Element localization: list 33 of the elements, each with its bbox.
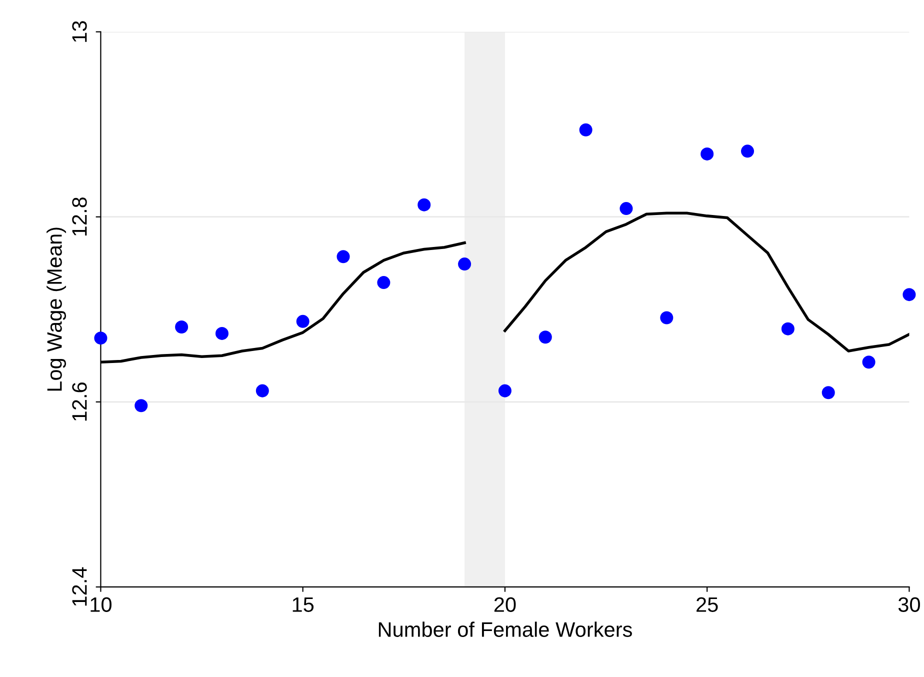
y-tick-label: 12.4: [72, 567, 87, 606]
point: [620, 202, 633, 216]
y-axis-title: Log Wage (Mean): [46, 228, 66, 391]
point: [498, 384, 512, 398]
x-tick-label: 30: [898, 597, 920, 612]
x-axis-title: Number of Female Workers: [378, 622, 632, 637]
point: [134, 399, 148, 412]
point: [660, 311, 674, 324]
x-tick-label: 20: [494, 597, 516, 612]
line-series: [504, 212, 910, 352]
point: [418, 198, 431, 212]
point: [256, 384, 269, 398]
point: [296, 314, 310, 328]
y-tick-label: 13: [72, 21, 87, 42]
point: [700, 147, 714, 160]
point: [781, 322, 794, 336]
y-tick-label: 12.6: [72, 382, 87, 421]
point: [377, 276, 390, 290]
point: [579, 123, 592, 136]
y-tick-label: 12.8: [72, 197, 87, 236]
point: [94, 332, 108, 345]
x-tick-label: 15: [292, 597, 314, 612]
point: [538, 330, 552, 344]
point: [822, 386, 835, 400]
point: [336, 250, 350, 264]
point: [458, 258, 472, 271]
point: [902, 288, 916, 302]
point: [862, 356, 876, 369]
x-tick-label: 25: [696, 597, 718, 612]
point: [741, 144, 754, 158]
x-tick-label: 10: [90, 597, 112, 612]
point: [175, 320, 188, 334]
point: [215, 326, 228, 340]
